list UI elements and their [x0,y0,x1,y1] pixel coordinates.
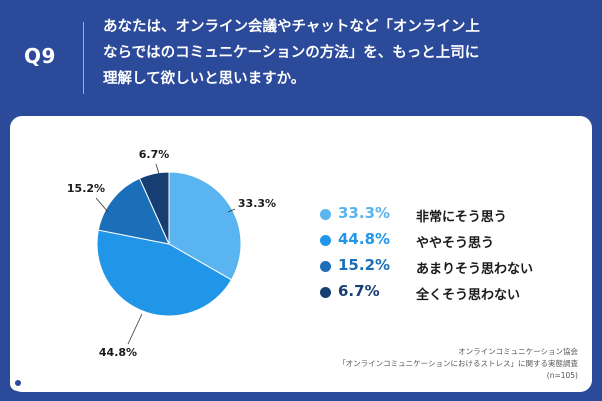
legend-item-3: 15.2% あまりそう思わない [320,254,580,280]
legend-label-4: 全くそう思わない [416,288,521,303]
legend-dot-3 [320,261,331,272]
pie-slice-4 [138,171,170,245]
question-line-2: ならではのコミュニケーションの方法」を、もっと上司に [103,45,480,61]
pie-label-2: 44.8% [99,346,137,359]
legend-value-2: 44.8% [338,230,391,248]
header-divider [83,22,84,94]
rsp-logo-icon [10,375,25,391]
source-sample-size: (n=105) [546,371,578,380]
legend-dot-1 [320,209,331,220]
legend-item-4: 6.7% 全くそう思わない [320,280,580,306]
question-line-3: 理解して欲しいと思いますか。 [103,71,306,87]
pie-slice-3 [97,177,170,245]
question-header: Q9 あなたは、オンライン会議やチャットなど「オンライン上 ならではのコミュニケ… [0,0,602,112]
question-number: Q9 [24,44,56,68]
pie-chart: 33.3% 44.8% 15.2% 6.7% [67,148,276,359]
legend-dot-4 [320,287,331,298]
question-line-1: あなたは、オンライン会議やチャットなど「オンライン上 [103,19,480,35]
legend-label-2: ややそう思う [416,236,495,251]
source-org: オンラインコミュニケーション協会 [458,347,578,356]
source-note: オンラインコミュニケーション協会 「オンラインコミュニケーションにおけるストレス… [338,346,578,382]
question-text: あなたは、オンライン会議やチャットなど「オンライン上 ならではのコミュニケーショ… [103,14,583,92]
pie-leader-line-3 [95,197,109,213]
pie-slice-1 [168,171,242,281]
pie-leader-line-4 [155,163,160,175]
legend-label-1: 非常にそう思う [416,210,507,225]
logo-text: リサピー [29,376,78,391]
brand-logo: リサピー [10,372,77,394]
legend-dot-2 [320,235,331,246]
pie-leader-line-2 [127,313,143,345]
legend-value-4: 6.7% [338,282,380,300]
pie-label-4: 6.7% [139,148,170,161]
pie-label-1: 33.3% [238,197,276,210]
legend-value-3: 15.2% [338,256,391,274]
pie-label-3: 15.2% [67,182,105,195]
pie-leader-line-1 [227,208,236,213]
legend-label-3: あまりそう思わない [416,262,534,277]
source-survey: 「オンラインコミュニケーションにおけるストレス」に関する実態調査 [338,359,578,368]
chart-legend: 33.3% 非常にそう思う 44.8% ややそう思う 15.2% あまりそう思わ… [320,202,580,306]
legend-item-1: 33.3% 非常にそう思う [320,202,580,228]
legend-item-2: 44.8% ややそう思う [320,228,580,254]
chart-panel: 33.3% 44.8% 15.2% 6.7% 33.3% 非常にそう思う 44.8% … [10,116,592,392]
legend-value-1: 33.3% [338,204,391,222]
pie-slice-2 [96,229,233,317]
